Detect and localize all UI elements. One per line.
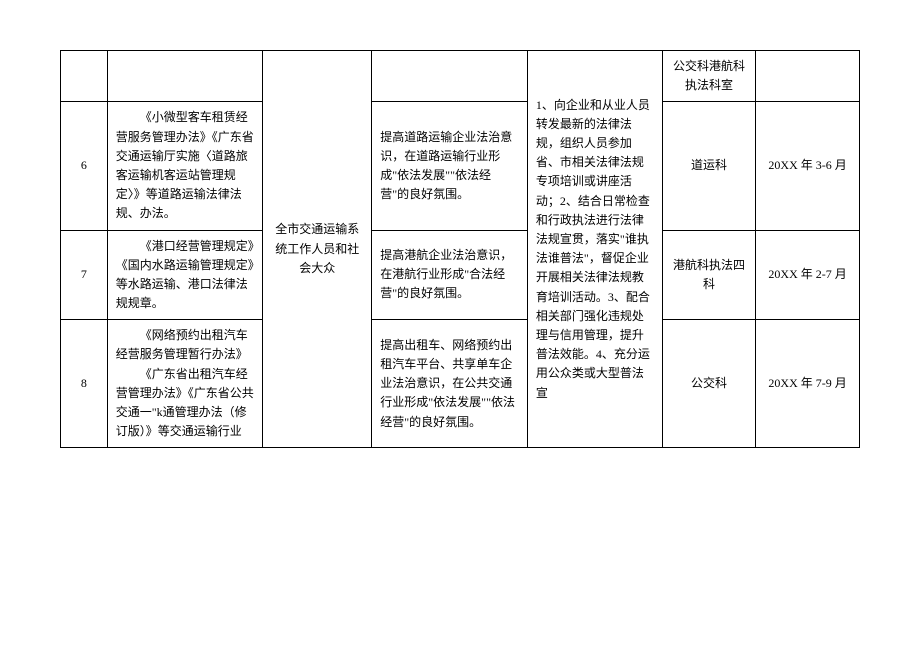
cell-measure: 1、向企业和从业人员转发最新的法律法规，组织人员参加省、市相关法律法规专项培训或…	[527, 51, 662, 448]
cell-content: 《港口经营管理规定》《国内水路运输管理规定》等水路运输、港口法律法规规章。	[107, 230, 263, 320]
cell-time: 20XX 年 7-9 月	[756, 320, 860, 448]
content-text: 《港口经营管理规定》《国内水路运输管理规定》等水路运输、港口法律法规规章。	[116, 237, 255, 314]
cell-content: 《网络预约出租汽车经营服务管理暂行办法》 《广东省出租汽车经营管理办法》《广东省…	[107, 320, 263, 448]
content-text-p2: 《广东省出租汽车经营管理办法》《广东省公共交通一"k通管理办法（修订版）》等交通…	[116, 365, 255, 442]
cell-purpose: 提高港航企业法治意识，在港航行业形成"合法经营"的良好氛围。	[372, 230, 528, 320]
cell-content	[107, 51, 263, 102]
cell-time: 20XX 年 2-7 月	[756, 230, 860, 320]
cell-num: 7	[61, 230, 108, 320]
cell-num	[61, 51, 108, 102]
cell-purpose	[372, 51, 528, 102]
cell-target: 全市交通运输系统工作人员和社会大众	[263, 51, 372, 448]
regulations-table: 全市交通运输系统工作人员和社会大众 1、向企业和从业人员转发最新的法律法规，组织…	[60, 50, 860, 448]
cell-dept: 公交科港航科执法科室	[662, 51, 755, 102]
cell-content: 《小微型客车租赁经营服务管理办法》《广东省交通运输厅实施〈道路旅客运输机客运站管…	[107, 102, 263, 230]
cell-dept: 道运科	[662, 102, 755, 230]
cell-time: 20XX 年 3-6 月	[756, 102, 860, 230]
cell-purpose: 提高出租车、网络预约出租汽车平台、共享单车企业法治意识，在公共交通行业形成"依法…	[372, 320, 528, 448]
cell-dept: 港航科执法四科	[662, 230, 755, 320]
cell-purpose: 提高道路运输企业法治意识，在道路运输行业形成"依法发展""依法经营"的良好氛围。	[372, 102, 528, 230]
table-row: 8 《网络预约出租汽车经营服务管理暂行办法》 《广东省出租汽车经营管理办法》《广…	[61, 320, 860, 448]
table-row: 全市交通运输系统工作人员和社会大众 1、向企业和从业人员转发最新的法律法规，组织…	[61, 51, 860, 102]
cell-num: 6	[61, 102, 108, 230]
table-row: 7 《港口经营管理规定》《国内水路运输管理规定》等水路运输、港口法律法规规章。 …	[61, 230, 860, 320]
content-text-p1: 《网络预约出租汽车经营服务管理暂行办法》	[116, 326, 255, 364]
cell-num: 8	[61, 320, 108, 448]
cell-time	[756, 51, 860, 102]
table-row: 6 《小微型客车租赁经营服务管理办法》《广东省交通运输厅实施〈道路旅客运输机客运…	[61, 102, 860, 230]
cell-dept: 公交科	[662, 320, 755, 448]
content-text: 《小微型客车租赁经营服务管理办法》《广东省交通运输厅实施〈道路旅客运输机客运站管…	[116, 108, 255, 223]
